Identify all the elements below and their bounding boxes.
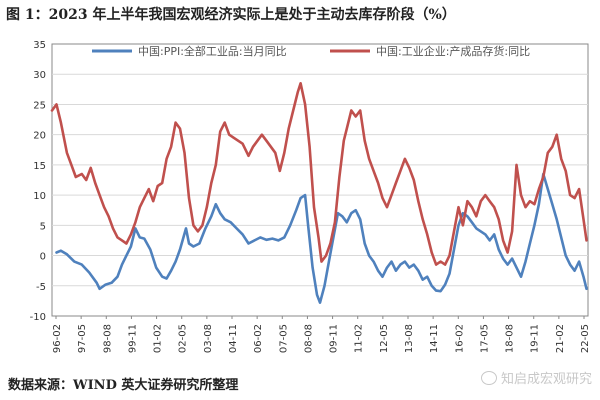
x-tick-label: 17-05 bbox=[479, 324, 490, 353]
y-tick-label: -10 bbox=[30, 312, 46, 323]
x-tick-label: 12-05 bbox=[379, 324, 390, 353]
x-tick-label: 16-02 bbox=[454, 324, 465, 353]
x-tick-label: 08-08 bbox=[303, 324, 314, 353]
watermark-text: 知启成宏观研究 bbox=[500, 372, 592, 387]
x-tick-label: 07-05 bbox=[278, 324, 289, 353]
data-source-note: 数据来源：WIND 英大证券研究所整理 bbox=[8, 378, 239, 393]
y-tick-label: 25 bbox=[33, 100, 46, 111]
chart-figure-title: 图 1：2023 年上半年我国宏观经济实际上是处于主动去库存阶段（%） bbox=[6, 7, 456, 23]
x-tick-label: 13-08 bbox=[404, 324, 415, 353]
x-tick-label: 09-11 bbox=[329, 324, 340, 353]
y-tick-label: 35 bbox=[33, 40, 46, 51]
x-tick-label: 02-05 bbox=[178, 324, 189, 353]
y-tick-label: 5 bbox=[40, 221, 46, 232]
x-tick-label: 14-11 bbox=[429, 324, 440, 353]
x-tick-label: 06-02 bbox=[253, 324, 264, 353]
ppi-series-line bbox=[55, 172, 588, 305]
x-tick-label: 99-11 bbox=[127, 324, 138, 353]
legend-label-ppi: 中国:PPI:全部工业品:当月同比 bbox=[138, 44, 287, 58]
x-tick-label: 04-11 bbox=[228, 324, 239, 353]
plot-area-border bbox=[51, 43, 589, 317]
x-tick-label: 19-11 bbox=[530, 324, 541, 353]
x-tick-label: 96-02 bbox=[52, 324, 63, 353]
x-tick-label: 03-08 bbox=[203, 324, 214, 353]
legend-label-inventory: 中国:工业企业:产成品存货:同比 bbox=[376, 44, 530, 58]
x-tick-label: 22-05 bbox=[580, 324, 591, 353]
y-tick-label: 15 bbox=[33, 161, 46, 172]
x-tick-label: 11-02 bbox=[354, 324, 365, 353]
wechat-icon bbox=[480, 370, 497, 385]
y-tick-label: 30 bbox=[33, 70, 46, 81]
x-tick-label: 21-02 bbox=[555, 324, 566, 353]
x-tick-label: 18-08 bbox=[505, 324, 516, 353]
y-tick-label: -5 bbox=[36, 282, 46, 293]
x-tick-label: 01-02 bbox=[153, 324, 164, 353]
x-tick-label: 98-08 bbox=[102, 324, 113, 353]
y-tick-label: 20 bbox=[33, 131, 46, 142]
y-tick-label: 10 bbox=[33, 191, 46, 202]
x-tick-label: 97-05 bbox=[77, 324, 88, 353]
y-tick-label: 0 bbox=[40, 252, 46, 263]
watermark: 知启成宏观研究 bbox=[480, 368, 592, 387]
inventory-series-line bbox=[50, 82, 588, 266]
